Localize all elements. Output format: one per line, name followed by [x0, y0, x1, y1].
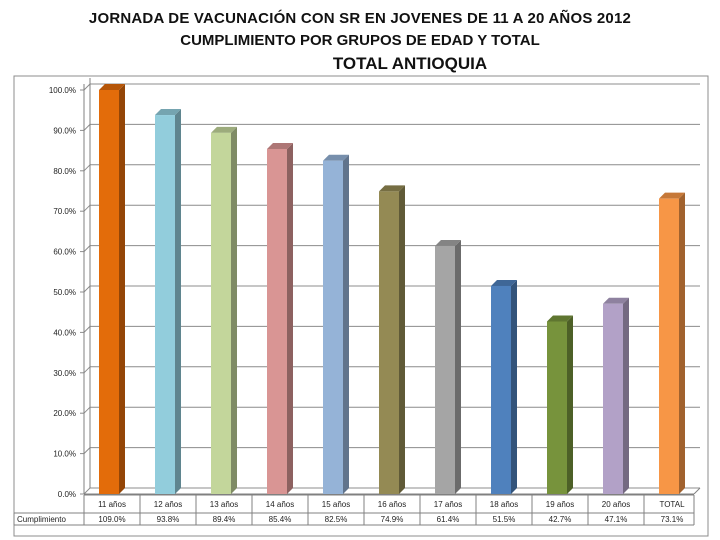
- x-category-label: 18 años: [490, 500, 518, 509]
- y-tick-label: 0.0%: [58, 490, 76, 499]
- data-value-label: 93.8%: [157, 515, 180, 524]
- chart-title-line-2: CUMPLIMIENTO POR GRUPOS DE EDAD Y TOTAL: [180, 32, 540, 49]
- x-category-label: 15 años: [322, 500, 350, 509]
- gridline-depth: [83, 326, 91, 333]
- bar-side: [679, 192, 685, 494]
- bar: [211, 132, 231, 494]
- y-tick-label: 60.0%: [53, 248, 76, 257]
- bar-top: [323, 154, 349, 161]
- bar-top: [155, 109, 181, 116]
- bar-top: [99, 84, 125, 90]
- y-tick-label: 30.0%: [53, 369, 76, 378]
- data-value-label: 51.5%: [493, 515, 516, 524]
- bar: [603, 303, 623, 494]
- floor-edge: [693, 487, 701, 495]
- bar-top: [491, 279, 517, 286]
- y-tick-label: 20.0%: [53, 409, 76, 418]
- gridline-depth: [83, 366, 91, 374]
- bar-top: [547, 315, 573, 322]
- gridline-depth: [83, 487, 91, 495]
- y-tick-label: 70.0%: [53, 207, 76, 216]
- x-category-label: 13 años: [210, 500, 238, 509]
- series-label: Cumplimiento: [17, 515, 66, 524]
- bar-top: [211, 126, 237, 133]
- bar: [491, 285, 511, 494]
- bar-side: [343, 154, 349, 494]
- bar: [659, 198, 679, 494]
- bar: [267, 148, 287, 494]
- data-value-label: 73.1%: [661, 515, 684, 524]
- bar: [547, 321, 567, 494]
- bar: [323, 160, 343, 494]
- x-category-label: 16 años: [378, 500, 406, 509]
- bar-top: [379, 185, 405, 192]
- gridline-depth: [83, 164, 91, 172]
- gridline-depth: [83, 204, 91, 212]
- chart-title-line-1: JORNADA DE VACUNACIÓN CON SR EN JOVENES …: [88, 10, 632, 27]
- gridline-depth: [83, 83, 91, 91]
- bar: [379, 191, 399, 495]
- data-value-label: 47.1%: [605, 515, 628, 524]
- x-category-label: 12 años: [154, 500, 182, 509]
- bar-side: [231, 126, 237, 494]
- bar-side: [623, 297, 629, 494]
- data-value-label: 85.4%: [269, 515, 292, 524]
- x-category-label: 19 años: [546, 500, 574, 509]
- bar-top: [435, 239, 461, 246]
- chart-title-line-3: TOTAL ANTIOQUIA: [332, 54, 488, 73]
- data-value-label: 89.4%: [213, 515, 236, 524]
- bar-side: [455, 239, 461, 494]
- data-value-label: 61.4%: [437, 515, 460, 524]
- bar: [155, 115, 175, 494]
- bar-side: [399, 185, 405, 495]
- x-category-label: 17 años: [434, 500, 462, 509]
- y-tick-label: 80.0%: [53, 167, 76, 176]
- data-value-label: 109.0%: [98, 515, 125, 524]
- data-value-label: 82.5%: [325, 515, 348, 524]
- x-category-label: 14 años: [266, 500, 294, 509]
- bar-top: [659, 192, 685, 199]
- x-category-label: 20 años: [602, 500, 630, 509]
- y-tick-label: 50.0%: [53, 288, 76, 297]
- y-tick-label: 40.0%: [53, 328, 76, 337]
- gridline-depth: [83, 447, 91, 454]
- bar: [99, 90, 119, 494]
- x-category-label: TOTAL: [659, 500, 685, 509]
- chart-frame: [13, 75, 709, 537]
- gridline-depth: [83, 245, 91, 252]
- gridline-depth: [83, 124, 91, 131]
- gridline-depth: [83, 285, 91, 293]
- bar-side: [567, 315, 573, 494]
- y-tick-label: 100.0%: [49, 86, 76, 95]
- bar-side: [511, 279, 517, 494]
- y-tick-label: 10.0%: [53, 450, 76, 459]
- y-tick-label: 90.0%: [53, 126, 76, 135]
- gridline-depth: [83, 406, 91, 414]
- x-category-label: 11 años: [98, 500, 126, 509]
- data-value-label: 42.7%: [549, 515, 572, 524]
- bar-side: [119, 84, 125, 494]
- bar-top: [267, 142, 293, 149]
- data-value-label: 74.9%: [381, 515, 404, 524]
- bar-side: [287, 142, 293, 494]
- bar-side: [175, 109, 181, 494]
- bar-top: [603, 297, 629, 304]
- bar: [435, 245, 455, 494]
